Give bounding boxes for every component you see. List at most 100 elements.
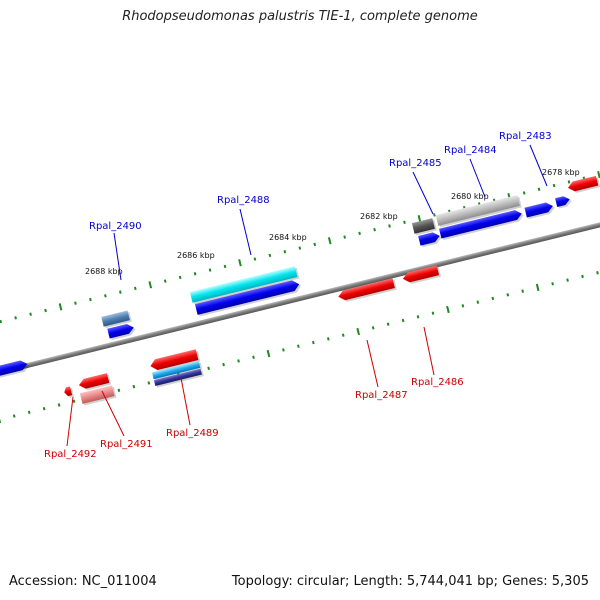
tick-mark <box>416 315 420 319</box>
tick-mark <box>42 406 46 411</box>
gene-rpal-2484-gray <box>435 195 520 226</box>
tick-mark <box>566 278 569 282</box>
gene-labels: Rpal_2483 Rpal_2484 Rpal_2485 Rpal_2488 … <box>44 131 552 460</box>
tick-mark <box>266 349 271 358</box>
accession-text: Accession: NC_011004 <box>9 574 157 589</box>
tick-mark <box>27 410 31 415</box>
map-frame <box>0 170 600 424</box>
gene-label-rpal-2492: Rpal_2492 <box>44 449 97 460</box>
tick-mark <box>163 279 167 283</box>
gene-rpal-2488-cyan <box>189 266 298 303</box>
tick-mark <box>433 213 436 217</box>
tick-mark <box>74 301 77 305</box>
gene-rpal-2491-pink <box>79 385 115 404</box>
gene-rpal-2486 <box>402 265 440 283</box>
leader-rpal-2486 <box>423 326 435 376</box>
gene-rpal-2485-dark <box>411 218 435 234</box>
tick-mark <box>326 337 330 341</box>
tick-mark <box>29 312 32 316</box>
tick-mark <box>238 259 242 267</box>
tick-mark <box>237 359 240 363</box>
tick-mark <box>506 293 510 297</box>
leader-rpal-2487 <box>366 339 379 388</box>
tick-label-2688: 2688 kbp <box>85 267 123 276</box>
tick-mark <box>388 224 391 228</box>
leader-rpal-2488 <box>239 208 252 256</box>
tick-mark <box>252 355 255 359</box>
gene-label-rpal-2489: Rpal_2489 <box>166 428 219 439</box>
gene-label-leaders <box>66 144 548 447</box>
gene-rpal-2491 <box>78 373 110 389</box>
forward-tick-track <box>0 170 600 324</box>
genome-backbone <box>0 188 600 409</box>
tick-mark <box>403 220 406 225</box>
tick-mark <box>313 242 317 247</box>
tick-mark <box>358 231 361 236</box>
tick-label-2682: 2682 kbp <box>360 212 398 221</box>
leader-rpal-2489 <box>180 377 191 426</box>
gene-rpal-2487 <box>338 278 395 301</box>
leader-rpal-2490 <box>113 232 122 281</box>
gene-rpal-2485 <box>418 232 440 246</box>
gene-left-blue <box>0 360 28 388</box>
gene-label-rpal-2485: Rpal_2485 <box>389 158 442 169</box>
gene-rpal-2490-steel <box>101 310 130 327</box>
tick-mark <box>89 297 92 302</box>
tick-mark <box>193 272 197 276</box>
tick-mark <box>117 388 121 392</box>
tick-mark <box>222 362 225 367</box>
tick-mark <box>535 283 540 292</box>
tick-mark <box>417 215 422 223</box>
tick-mark <box>72 399 76 404</box>
tick-mark <box>327 237 332 245</box>
tick-mark <box>0 319 3 324</box>
tick-mark <box>58 303 63 311</box>
gene-label-rpal-2483: Rpal_2483 <box>499 131 552 142</box>
tick-mark <box>119 290 122 294</box>
tick-mark <box>147 381 151 385</box>
tick-label-2686: 2686 kbp <box>177 251 215 260</box>
tick-mark <box>373 227 376 232</box>
genome-stats-text: Topology: circular; Length: 5,744,041 bp… <box>231 574 589 589</box>
gene-rpal-2492 <box>64 386 73 397</box>
tick-mark <box>522 191 526 195</box>
tick-mark <box>268 253 272 258</box>
tick-mark <box>207 366 210 370</box>
gene-label-rpal-2490: Rpal_2490 <box>89 221 142 232</box>
tick-mark <box>386 322 390 326</box>
gene-label-rpal-2487: Rpal_2487 <box>355 390 408 401</box>
gene-rpal-2488 <box>194 280 300 315</box>
tick-mark <box>446 305 450 314</box>
gene-rpal-2483-b <box>555 196 570 207</box>
tick-mark <box>178 275 182 280</box>
tick-mark <box>104 294 107 298</box>
tick-mark <box>44 308 47 313</box>
tick-mark <box>283 250 287 254</box>
gene-rpal-2489-sky <box>151 360 201 380</box>
tick-mark <box>552 183 556 188</box>
leader-rpal-2484 <box>469 158 486 198</box>
leader-rpal-2485 <box>412 171 434 215</box>
tick-mark <box>12 414 16 418</box>
tick-mark <box>312 340 315 345</box>
tick-mark <box>401 318 405 323</box>
tick-mark <box>298 246 302 250</box>
tick-mark <box>223 264 227 269</box>
tick-mark <box>567 180 571 184</box>
leader-rpal-2491 <box>101 390 125 437</box>
gene-rpal-2483-a <box>524 202 553 218</box>
tick-mark <box>491 296 495 301</box>
tick-mark <box>461 304 465 308</box>
tick-mark <box>476 300 480 304</box>
tick-mark <box>596 271 599 275</box>
gene-rpal-2484 <box>439 210 522 239</box>
tick-mark <box>14 316 17 320</box>
tick-mark <box>132 384 136 389</box>
tick-mark <box>297 344 300 348</box>
genome-title: Rhodopseudomonas palustris TIE-1, comple… <box>122 9 478 24</box>
gene-label-rpal-2491: Rpal_2491 <box>100 439 153 450</box>
tick-labels: 2678 kbp 2680 kbp 2682 kbp 2684 kbp 2686… <box>85 168 580 276</box>
tick-mark <box>371 326 375 330</box>
